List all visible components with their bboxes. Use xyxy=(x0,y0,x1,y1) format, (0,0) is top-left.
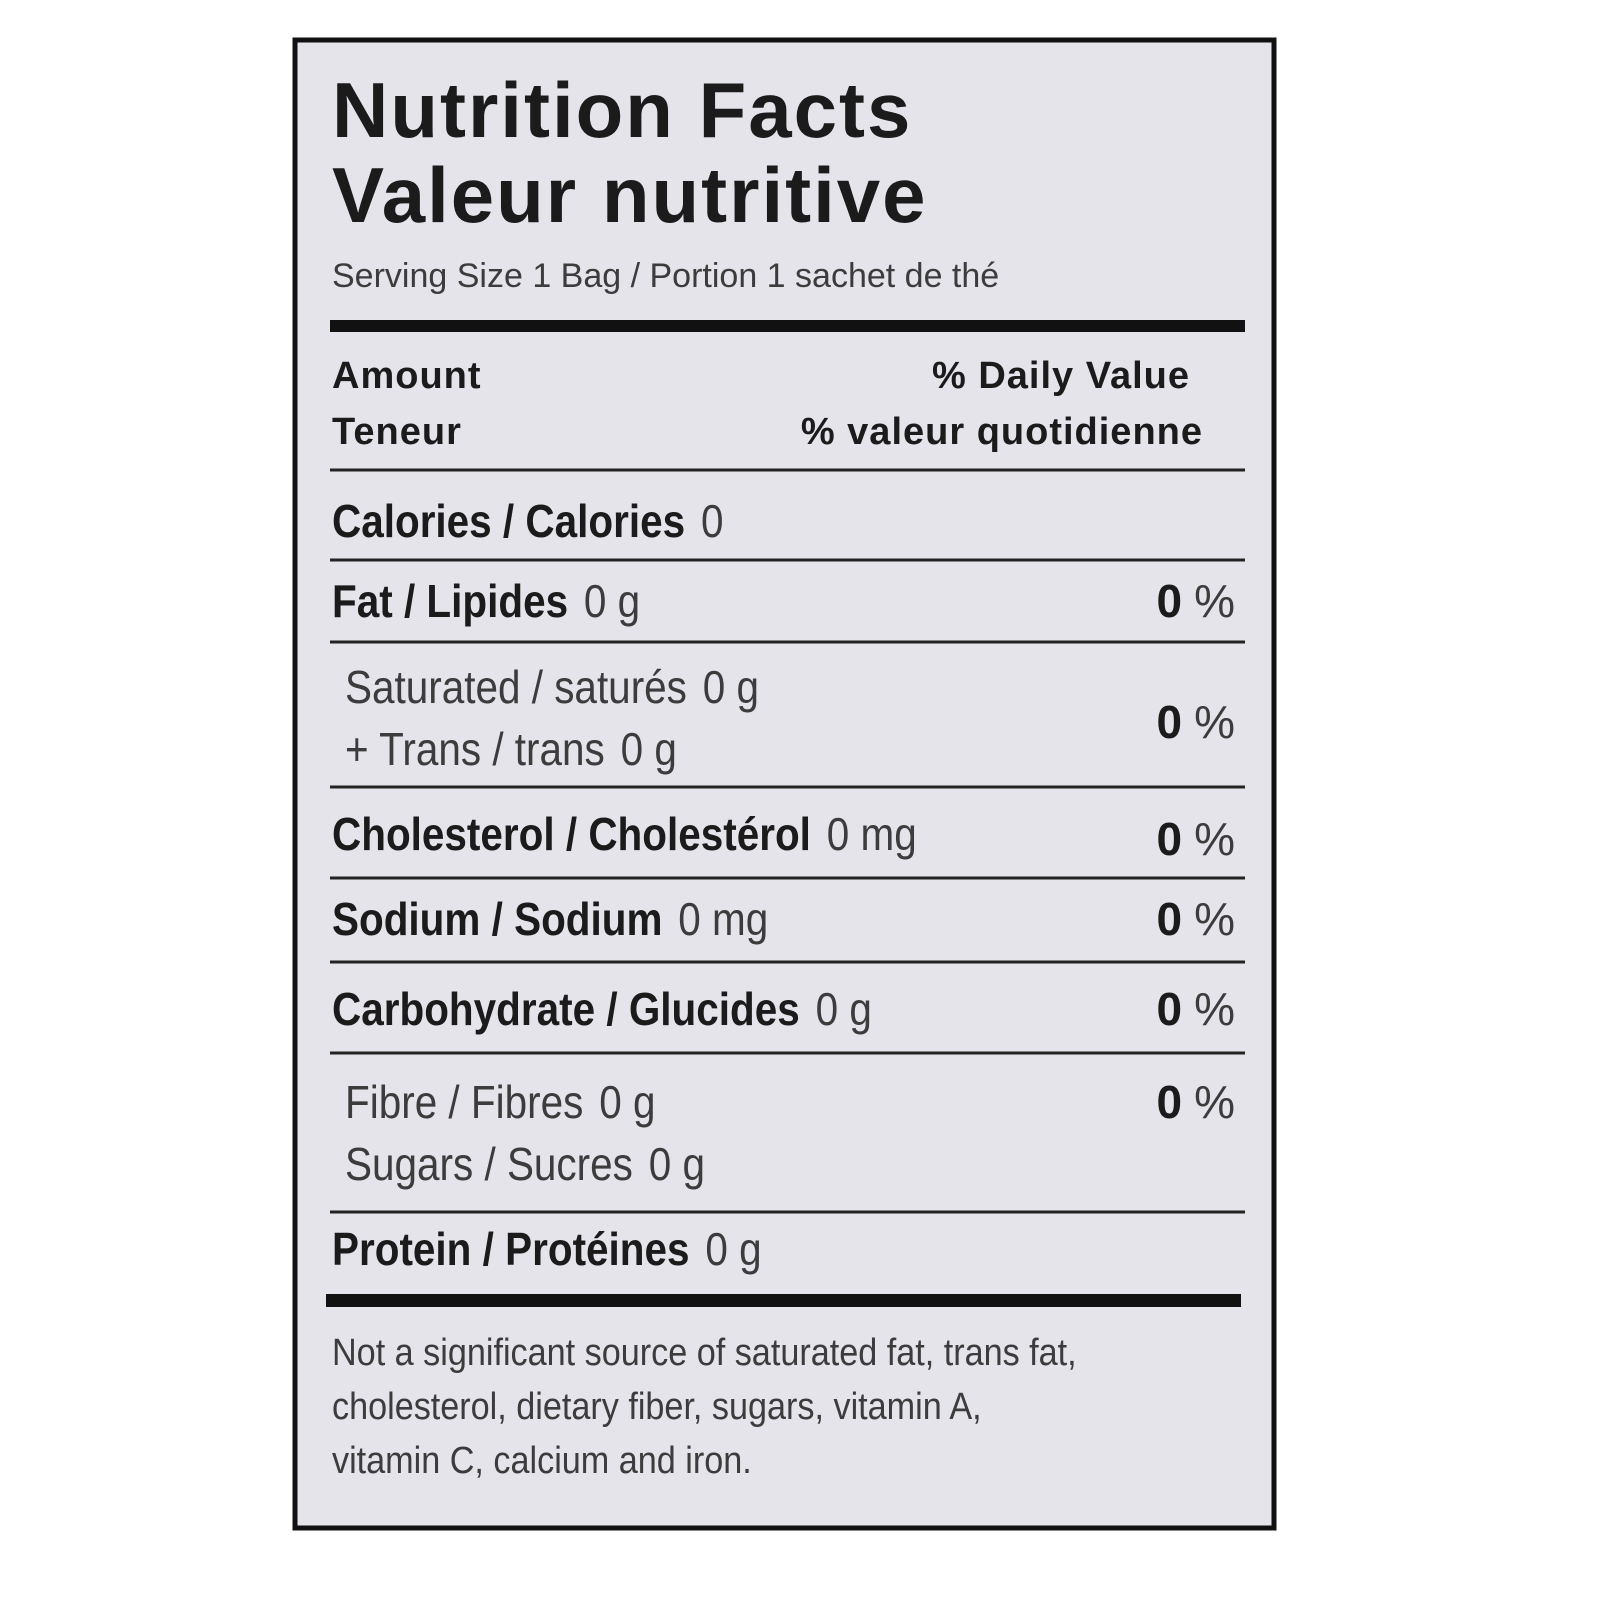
row-text: Carbohydrate / Glucides 0 g xyxy=(332,985,872,1036)
footnote: cholesterol, dietary fiber, sugars, vita… xyxy=(332,1384,982,1427)
row-text: + Trans / trans 0 g xyxy=(345,725,677,776)
footnote: vitamin C, calcium and iron. xyxy=(332,1438,752,1481)
amount-header: Amount xyxy=(332,355,482,397)
rule xyxy=(330,558,1245,562)
thick-rule xyxy=(330,320,1245,332)
nutrient-amount: 0 mg xyxy=(678,895,768,946)
row-text: Fat / Lipides 0 g xyxy=(332,577,640,628)
nutrient-label: Carbohydrate / Glucides xyxy=(332,985,800,1036)
nutrient-amount: 0 mg xyxy=(827,810,917,861)
nutrient-label: Fat / Lipides xyxy=(332,577,568,628)
dv-number: 0 xyxy=(1157,893,1183,945)
daily-value: 0% xyxy=(1157,983,1236,1035)
dv-unit: % xyxy=(1194,575,1235,627)
nutrient-label: Protein / Protéines xyxy=(332,1225,690,1276)
dv-unit: % xyxy=(1194,893,1235,945)
row-text: Sugars / Sucres 0 g xyxy=(345,1140,705,1191)
row-text: Saturated / saturés 0 g xyxy=(345,663,759,714)
nutrient-label: + Trans / trans xyxy=(345,725,605,776)
dv-number: 0 xyxy=(1157,813,1183,865)
nutrient-label: Fibre / Fibres xyxy=(345,1078,583,1129)
dv-number: 0 xyxy=(1157,983,1183,1035)
rule xyxy=(330,640,1245,644)
daily-value: 0% xyxy=(1157,1076,1236,1128)
nutrient-label: Sodium / Sodium xyxy=(332,895,662,946)
nutrient-amount: 0 xyxy=(701,497,724,548)
rule xyxy=(330,960,1245,964)
dv-number: 0 xyxy=(1157,575,1183,627)
daily-value: 0% xyxy=(1157,813,1236,865)
thick-rule xyxy=(326,1294,1241,1307)
row-text: Sodium / Sodium 0 mg xyxy=(332,895,768,946)
dv-header-fr: % valeur quotidienne xyxy=(801,411,1203,453)
row-text: Fibre / Fibres 0 g xyxy=(345,1078,655,1129)
nutrient-label: Sugars / Sucres xyxy=(345,1140,633,1191)
rule xyxy=(330,785,1245,789)
rule xyxy=(330,1210,1245,1214)
daily-value: 0% xyxy=(1157,696,1236,748)
nutrient-amount: 0 g xyxy=(816,985,872,1036)
nutrient-label: Saturated / saturés xyxy=(345,663,687,714)
daily-value: 0% xyxy=(1157,575,1236,627)
nutrient-label: Cholesterol / Cholestérol xyxy=(332,810,811,861)
footnote: Not a significant source of saturated fa… xyxy=(332,1330,1077,1373)
amount-header-fr: Teneur xyxy=(332,411,462,453)
dv-number: 0 xyxy=(1157,696,1183,748)
row-text: Protein / Protéines 0 g xyxy=(332,1225,762,1276)
rule xyxy=(330,468,1245,472)
nutrient-amount: 0 g xyxy=(649,1140,705,1191)
nutrient-label: Calories / Calories xyxy=(332,497,685,548)
nutrient-amount: 0 g xyxy=(621,725,677,776)
dv-unit: % xyxy=(1194,983,1235,1035)
nutrient-amount: 0 g xyxy=(584,577,640,628)
rule xyxy=(330,1051,1245,1055)
nutrient-amount: 0 g xyxy=(703,663,759,714)
title-fr: Valeur nutritive xyxy=(332,151,928,239)
label-box xyxy=(292,37,1277,1531)
rule xyxy=(330,876,1245,880)
dv-number: 0 xyxy=(1157,1076,1183,1128)
daily-value: 0% xyxy=(1157,893,1236,945)
dv-unit: % xyxy=(1194,696,1235,748)
serving-size: Serving Size 1 Bag / Portion 1 sachet de… xyxy=(332,257,999,295)
title: Nutrition Facts xyxy=(332,66,912,154)
nutrient-amount: 0 g xyxy=(599,1078,655,1129)
dv-unit: % xyxy=(1194,1076,1235,1128)
dv-header: % Daily Value xyxy=(932,355,1190,397)
row-text: Calories / Calories 0 xyxy=(332,497,723,548)
dv-unit: % xyxy=(1194,813,1235,865)
nutrient-amount: 0 g xyxy=(705,1225,761,1276)
row-text: Cholesterol / Cholestérol 0 mg xyxy=(332,810,917,861)
